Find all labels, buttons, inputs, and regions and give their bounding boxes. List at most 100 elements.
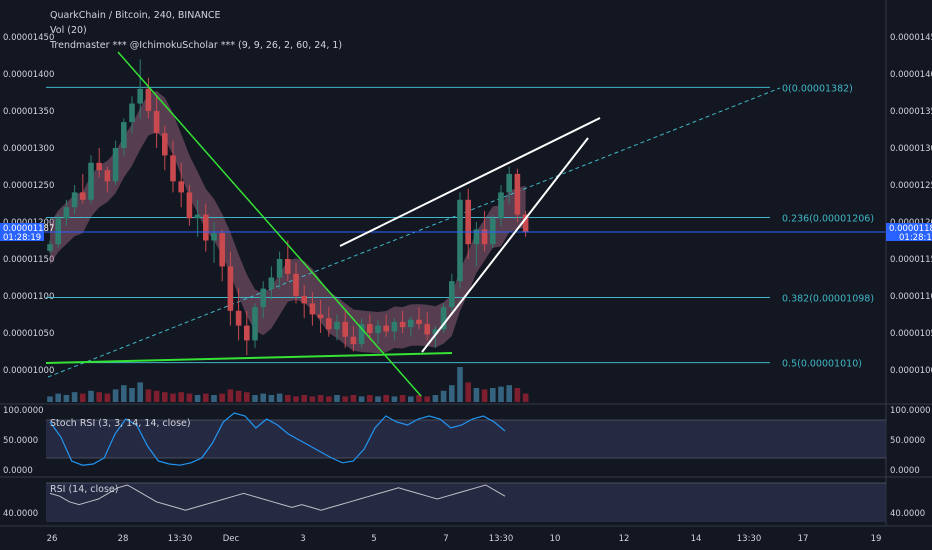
candle-body: [235, 310, 242, 326]
time-tick-label: 3: [300, 534, 305, 544]
volume-bar: [399, 395, 406, 402]
candle-body: [416, 319, 422, 325]
volume-bar: [342, 396, 348, 402]
price-tick-label-left: 0.00001350: [3, 107, 54, 117]
candle-body: [317, 314, 324, 319]
candle-body: [219, 233, 225, 267]
candle-body: [170, 155, 176, 182]
volume-bar: [383, 395, 389, 402]
candle-body: [112, 148, 119, 182]
stoch-tick-right: 50.0000: [890, 436, 925, 446]
candlesticks: [47, 59, 529, 356]
volume-bar: [88, 390, 94, 402]
candle-body: [55, 218, 61, 245]
volume-bar: [522, 393, 529, 402]
price-tick-label-right: 0.00001250: [890, 181, 932, 191]
volume-bar: [367, 395, 373, 402]
price-tick-label-right: 0.00001350: [890, 107, 932, 117]
volume-bar: [219, 393, 225, 402]
price-tick-label-right: 0.00001400: [890, 70, 932, 80]
stoch-rsi-legend: Stoch RSI (3, 3, 14, 14, close): [50, 418, 191, 429]
candle-body: [227, 266, 234, 311]
support-trendline[interactable]: [45, 352, 453, 364]
volume-bars: [47, 367, 529, 402]
fibonacci-retracement[interactable]: 0(0.00001382) 0.236(0.00001206) 0.382(0.00…: [46, 83, 874, 370]
time-tick-label: 13:30: [168, 534, 193, 544]
candle-body: [375, 325, 381, 333]
candle-body: [399, 321, 406, 328]
price-tick-label-left: 0.00001150: [3, 255, 54, 265]
volume-bar: [104, 393, 111, 402]
candle-body: [186, 192, 193, 219]
price-tick-label-right: 0.00001100: [890, 292, 932, 302]
price-axis[interactable]: 0.00001450 0.00001450 0.00001400 0.00001400…: [3, 33, 932, 376]
stoch-tick-left: 100.0000: [3, 406, 44, 416]
fib-level-label: 0.236(0.00001206): [782, 214, 874, 225]
candle-body: [88, 162, 94, 200]
volume-bar: [112, 389, 119, 402]
candle-body: [334, 321, 340, 330]
volume-bar: [285, 395, 291, 402]
volume-bar: [440, 390, 447, 402]
svg-text:01:28:19: 01:28:19: [3, 233, 41, 243]
volume-bar: [408, 396, 414, 402]
volume-bar: [153, 390, 160, 402]
volume-bar: [309, 396, 316, 402]
volume-bar: [96, 392, 102, 402]
candle-body: [481, 229, 488, 245]
volume-bar: [170, 393, 176, 402]
price-tick-label-left: 0.00001050: [3, 329, 54, 339]
wedge-lower-line[interactable]: [421, 137, 589, 353]
candle-body: [391, 321, 398, 332]
candle-body: [178, 181, 184, 193]
volume-bar: [301, 395, 307, 402]
volume-bar: [457, 367, 463, 402]
volume-bar: [227, 389, 234, 402]
candle-body: [440, 307, 447, 330]
current-price-label-left: 0.00001187 01:28:19: [0, 223, 54, 243]
candle-body: [203, 214, 209, 241]
stoch-tick-right: 100.0000: [890, 406, 931, 416]
rsi-band: [46, 483, 886, 522]
volume-bar: [137, 382, 143, 402]
wedge-upper-line[interactable]: [339, 117, 601, 247]
volume-bar: [490, 388, 496, 402]
rsi-tick-right: 40.0000: [890, 509, 925, 519]
candle-body: [465, 199, 471, 245]
indicator-legend: Trendmaster *** @IchimokuScholar *** (9,…: [49, 40, 342, 51]
time-axis[interactable]: 26 28 13:30 Dec 3 5 7 13:30 10 12 14 13:30 17 19: [47, 534, 882, 544]
price-tick-label-left: 0.00001450: [3, 33, 54, 43]
stoch-rsi-k-line: [49, 412, 506, 466]
candle-body: [522, 214, 529, 232]
rsi-axis: 40.0000 40.0000: [3, 509, 925, 519]
volume-bar: [186, 393, 193, 402]
candle-body: [252, 307, 258, 341]
volume-bar: [211, 395, 217, 402]
price-tick-label-left: 0.00001300: [3, 144, 54, 154]
svg-text:0.00001187: 0.00001187: [3, 224, 54, 234]
candle-body: [490, 218, 496, 245]
candle-body: [432, 329, 439, 335]
volume-bar: [358, 396, 365, 402]
descending-trendline[interactable]: [117, 51, 422, 397]
volume-bar: [449, 385, 455, 402]
candle-body: [145, 88, 152, 111]
candle-body: [358, 324, 365, 345]
volume-bar: [268, 395, 275, 402]
fib-level-label: 0.5(0.00001010): [782, 359, 862, 370]
candle-body: [449, 281, 455, 308]
svg-text:0.00001187: 0.00001187: [889, 224, 932, 234]
time-tick-label: 7: [443, 534, 448, 544]
candle-body: [268, 277, 275, 289]
candle-body: [276, 259, 283, 278]
volume-bar: [350, 395, 357, 402]
volume-bar: [178, 392, 184, 402]
fib-level-label: 0(0.00001382): [782, 83, 853, 94]
price-tick-label-right: 0.00001450: [890, 33, 932, 43]
chart-title: QuarkChain / Bitcoin, 240, BINANCE: [50, 10, 221, 21]
candle-body: [63, 207, 70, 219]
volume-bar: [162, 392, 168, 402]
candle-body: [342, 321, 348, 337]
